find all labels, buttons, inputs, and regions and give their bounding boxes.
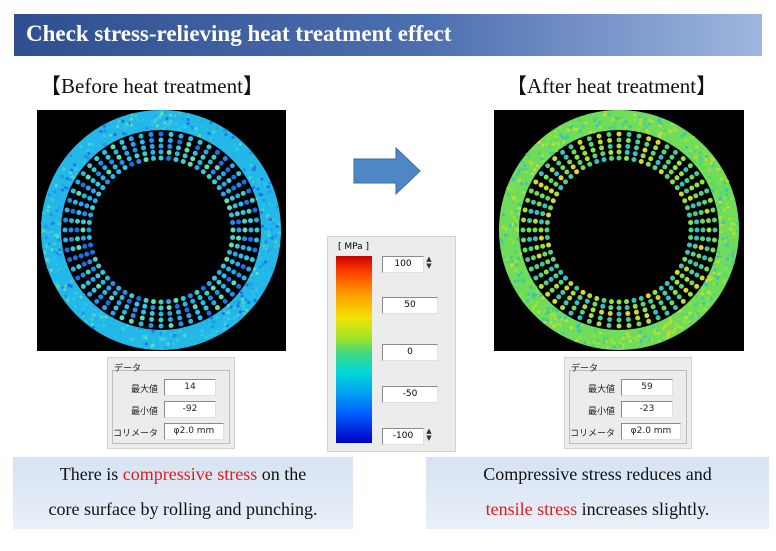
scale-max-spinner-icon[interactable]: ▲ ▼ xyxy=(426,255,432,270)
right-arrow-icon xyxy=(353,146,421,196)
before-max-label: 最大値 xyxy=(130,385,158,395)
color-gradient-bar xyxy=(336,256,372,443)
after-collimator-value: φ2.0 mm xyxy=(621,423,681,440)
before-min-value: -92 xyxy=(164,401,216,418)
after-data-header: データ xyxy=(571,364,599,374)
before-caption-highlight: compressive stress xyxy=(122,464,258,484)
before-caption: There is compressive stress on the core … xyxy=(13,457,353,529)
after-label: 【After heat treatment】 xyxy=(506,74,718,98)
after-caption-line1: Compressive stress reduces and xyxy=(483,464,712,484)
scale-tick-minus-50: -50 xyxy=(382,386,438,403)
after-collimator-label: コリメータ xyxy=(569,429,615,439)
scale-tick-0: 0 xyxy=(382,344,438,361)
before-caption-post: on the xyxy=(257,464,307,484)
after-caption: Compressive stress reduces and tensile s… xyxy=(426,457,769,529)
stress-color-scale: [ MPa ] 100 ▲ ▼ 50 0 -50 -100 ▲ ▼ xyxy=(327,236,456,452)
before-caption-pre: There is xyxy=(59,464,123,484)
after-min-label: 最小値 xyxy=(587,407,615,417)
scale-unit: [ MPa ] xyxy=(338,242,370,252)
after-data-panel: データ 最大値 59 最小値 -23 コリメータ φ2.0 mm xyxy=(564,357,692,449)
before-stator-ring xyxy=(40,110,282,350)
scale-min-input[interactable]: -100 xyxy=(382,428,424,445)
scale-tick-50: 50 xyxy=(382,297,438,314)
after-stress-map xyxy=(494,110,744,351)
before-min-label: 最小値 xyxy=(130,407,158,417)
before-label: 【Before heat treatment】 xyxy=(40,74,264,98)
before-data-header: データ xyxy=(114,364,142,374)
before-max-value: 14 xyxy=(164,379,216,396)
scale-max-input[interactable]: 100 xyxy=(382,256,424,273)
after-stator-ring xyxy=(499,110,740,350)
page-title: Check stress-relieving heat treatment ef… xyxy=(26,21,452,46)
after-min-value: -23 xyxy=(621,401,673,418)
before-stress-map xyxy=(37,110,286,351)
before-caption-line2: core surface by rolling and punching. xyxy=(48,499,318,519)
after-max-label: 最大値 xyxy=(587,385,615,395)
scale-min-spinner-icon[interactable]: ▲ ▼ xyxy=(426,427,432,442)
before-collimator-label: コリメータ xyxy=(112,429,158,439)
title-bar: Check stress-relieving heat treatment ef… xyxy=(14,14,762,56)
after-caption-highlight: tensile stress xyxy=(485,499,578,519)
after-max-value: 59 xyxy=(621,379,673,396)
before-collimator-value: φ2.0 mm xyxy=(164,423,224,440)
after-caption-post: increases slightly. xyxy=(577,499,710,519)
before-data-panel: データ 最大値 14 最小値 -92 コリメータ φ2.0 mm xyxy=(107,357,235,449)
